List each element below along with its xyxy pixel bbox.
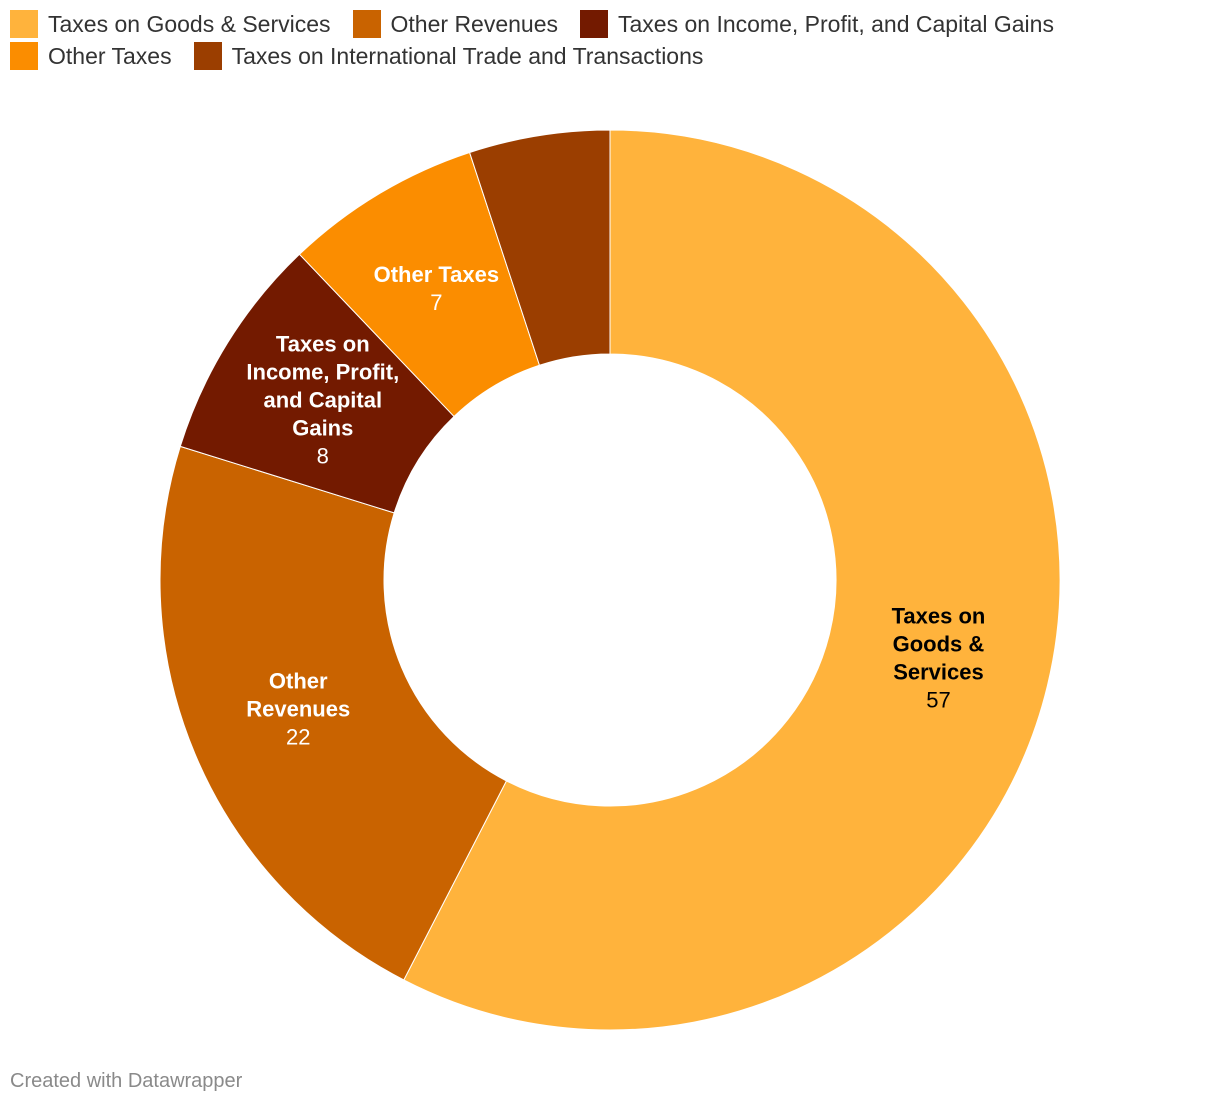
- legend-swatch: [580, 10, 609, 38]
- legend-item-other-revenues: Other Revenues: [352, 10, 559, 38]
- legend-item-international-trade: Taxes on International Trade and Transac…: [193, 42, 704, 70]
- legend-label: Taxes on Income, Profit, and Capital Gai…: [618, 10, 1054, 37]
- slice-name-label: Gains: [292, 416, 353, 441]
- slice-name-label: Income, Profit,: [246, 360, 399, 385]
- slice-name-label: and Capital: [264, 388, 383, 413]
- legend-swatch: [193, 42, 222, 70]
- slice-name-label: Other: [269, 668, 328, 693]
- legend-row: Taxes on Goods & Services Other Revenues…: [10, 8, 1210, 40]
- legend-item-goods-services: Taxes on Goods & Services: [10, 10, 331, 38]
- slice-value-label: 22: [286, 724, 310, 749]
- slice-labels: Taxes on Goods & Services 57 Other Revenues 22…: [246, 262, 985, 750]
- legend-item-income-profit: Taxes on Income, Profit, and Capital Gai…: [580, 10, 1054, 38]
- slice-other-revenues: [159, 445, 508, 981]
- chart-legend: Taxes on Goods & Services Other Revenues…: [10, 8, 1210, 72]
- slice-label-taxes-on-income-profit-and-capital-gains: Taxes on Income, Profit, and Capital Gains 8: [246, 332, 399, 469]
- slice-name-label: Taxes on: [276, 332, 370, 357]
- slice-label-taxes-on-goods-services: Taxes on Goods & Services 57: [892, 603, 986, 712]
- legend-label: Other Taxes: [48, 42, 172, 69]
- slice-label-other-taxes: Other Taxes 7: [374, 262, 500, 315]
- legend-row: Other Taxes Taxes on International Trade…: [10, 40, 1210, 72]
- slice-value-label: 8: [317, 444, 329, 469]
- slice-label-other-revenues: Other Revenues 22: [246, 668, 350, 749]
- legend-item-other-taxes: Other Taxes: [10, 42, 172, 70]
- legend-swatch: [352, 10, 381, 38]
- slice-name-label: Taxes on: [892, 603, 986, 628]
- donut-slices: [159, 129, 1061, 1031]
- legend-label: Taxes on Goods & Services: [48, 10, 331, 37]
- slice-taxes-on-international-trade-and-transactions: [468, 129, 611, 366]
- legend-label: Taxes on International Trade and Transac…: [231, 42, 704, 69]
- legend-swatch: [10, 42, 38, 70]
- legend-label: Other Revenues: [390, 10, 559, 37]
- legend-swatch: [10, 10, 38, 38]
- slice-value-label: 7: [430, 290, 442, 315]
- slice-value-label: 57: [926, 687, 950, 712]
- slice-name-label: Revenues: [246, 696, 350, 721]
- donut-chart: Taxes on Goods & Services 57 Other Revenues 22…: [159, 129, 1061, 1031]
- slice-name-label: Services: [893, 659, 984, 684]
- credit-footer: Created with Datawrapper: [10, 1070, 243, 1092]
- slice-taxes-on-goods-services: [403, 129, 1061, 1031]
- slice-name-label: Other Taxes: [374, 262, 500, 287]
- slice-name-label: Goods &: [893, 631, 985, 656]
